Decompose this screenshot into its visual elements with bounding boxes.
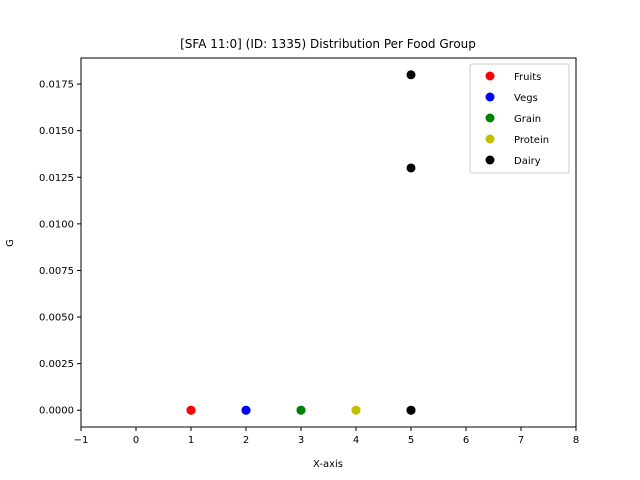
data-point-fruits: [186, 405, 196, 415]
legend-label-vegs: Vegs: [514, 93, 538, 104]
legend-marker-vegs: [485, 92, 495, 102]
legend: Fruits Vegs Grain Protein Dairy: [469, 63, 570, 174]
legend-marker-grain: [485, 113, 495, 123]
legend-label-protein: Protein: [514, 135, 549, 146]
y-tick-label: 0.0075: [39, 266, 74, 277]
data-point-grain: [296, 405, 306, 415]
y-tick-label: 0.0150: [39, 126, 74, 137]
x-tick-label: −1: [74, 435, 89, 446]
data-point-vegs: [241, 405, 251, 415]
data-point-dairy: [406, 163, 416, 173]
x-tick-label: 3: [298, 435, 304, 446]
legend-label-dairy: Dairy: [514, 156, 541, 167]
data-point-dairy: [406, 405, 416, 415]
chart-title: [SFA 11:0] (ID: 1335) Distribution Per F…: [180, 37, 476, 51]
legend-box: [469, 63, 570, 174]
x-axis-title: X-axis: [313, 459, 343, 470]
data-point-dairy: [406, 70, 416, 80]
x-tick-label: 1: [188, 435, 194, 446]
y-tick-label: 0.0000: [39, 406, 74, 417]
legend-marker-fruits: [485, 71, 495, 81]
legend-marker-protein: [485, 134, 495, 144]
plot-area: −1 0 1 2 3 4 5 6 7 8 0.0000 0.0025 0.0050 0.0075 0.010…: [39, 57, 579, 446]
x-tick-label: 8: [573, 435, 579, 446]
axes-frame: [80, 57, 577, 428]
y-tick-label: 0.0125: [39, 173, 74, 184]
x-tick-label: 4: [353, 435, 359, 446]
legend-marker-dairy: [485, 155, 495, 165]
y-tick-label: 0.0175: [39, 80, 74, 91]
y-tick-label: 0.0100: [39, 219, 74, 230]
y-tick-label: 0.0050: [39, 313, 74, 324]
x-tick-label: 7: [518, 435, 524, 446]
data-point-protein: [351, 405, 361, 415]
x-tick-label: 5: [408, 435, 414, 446]
x-tick-label: 2: [243, 435, 249, 446]
x-tick-label: 6: [463, 435, 469, 446]
y-axis-title: G: [5, 239, 16, 247]
y-tick-label: 0.0025: [39, 359, 74, 370]
legend-label-fruits: Fruits: [514, 72, 541, 83]
legend-label-grain: Grain: [514, 114, 541, 125]
x-tick-label: 0: [133, 435, 139, 446]
